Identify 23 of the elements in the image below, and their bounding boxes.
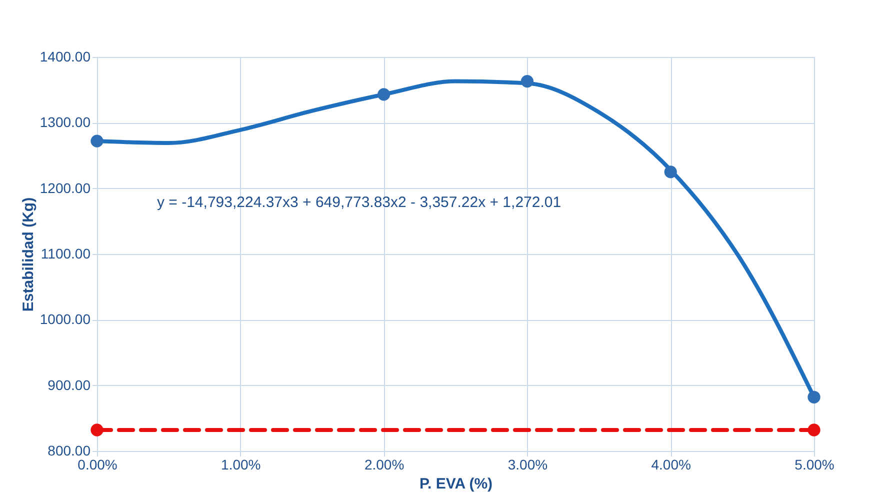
x-tick-label: 5.00% — [794, 456, 834, 472]
point — [90, 424, 104, 436]
y-tick-label: 1000.00 — [40, 311, 91, 328]
point — [90, 134, 104, 148]
y-axis-title: Estabilidad (Kg) — [20, 197, 37, 312]
y-tick-label: 800.00 — [48, 442, 91, 458]
y-tick-label: 1300.00 — [40, 114, 91, 130]
point — [664, 166, 677, 178]
y-tick-label: 900.00 — [48, 376, 91, 393]
x-tick-label: 4.00% — [651, 456, 691, 472]
annotation: y = -14,793,224.37x3 + 649,773.83x2 - 3,357.22x + 1,272.01 — [157, 194, 562, 211]
point — [808, 390, 820, 404]
x-tick-label: 0.00% — [78, 456, 118, 472]
point — [377, 88, 390, 101]
y-tick-label: 1100.00 — [40, 246, 91, 262]
x-tick-label: 3.00% — [508, 456, 548, 472]
y-tick-label: 1400.00 — [40, 48, 91, 64]
y-tick-label: 1200.00 — [40, 180, 91, 196]
x-tick-label: 1.00% — [221, 456, 261, 472]
point — [808, 424, 820, 436]
x-axis-title: P. EVA (%) — [419, 476, 493, 492]
point — [520, 74, 534, 88]
x-tick-label: 2.00% — [364, 456, 404, 472]
